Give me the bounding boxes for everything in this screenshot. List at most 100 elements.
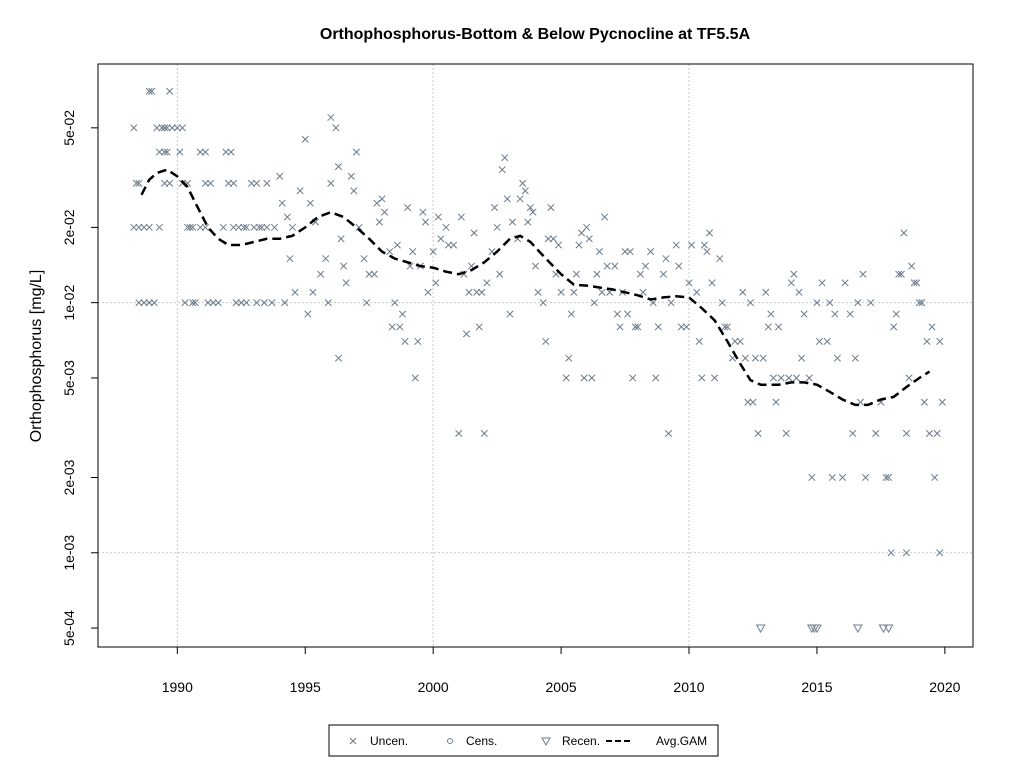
uncensored-point (496, 270, 504, 278)
uncensored-point (145, 87, 153, 95)
uncensored-point (708, 279, 716, 287)
uncensored-point (897, 270, 905, 278)
uncensored-point (324, 299, 332, 307)
uncensored-point (580, 374, 588, 382)
uncensored-point (201, 148, 210, 156)
uncensored-point (196, 148, 204, 156)
x-tick-label: 2015 (801, 679, 832, 695)
uncensored-point (288, 223, 296, 231)
uncensored-point (401, 337, 409, 345)
uncensored-point (380, 208, 389, 216)
uncensored-point (787, 279, 795, 287)
uncensored-point (936, 337, 944, 345)
uncensored-point (334, 163, 343, 171)
uncensored-point (838, 473, 847, 482)
uncensored-point (480, 429, 488, 437)
uncensored-point (347, 172, 355, 180)
uncensored-point (795, 288, 803, 296)
uncensored-point (549, 235, 557, 243)
uncensored-point (462, 330, 470, 338)
uncensored-point (355, 223, 363, 231)
uncensored-point (322, 255, 330, 263)
uncensored-point (148, 87, 156, 95)
uncensored-point (281, 299, 289, 307)
uncensored-point (317, 270, 325, 278)
uncensored-point (503, 195, 511, 203)
uncensored-point (815, 337, 824, 345)
uncensored-point (583, 223, 591, 231)
uncensored-point (519, 179, 527, 187)
uncensored-point (173, 124, 181, 132)
uncensored-point (723, 323, 731, 331)
uncensored-point (521, 187, 529, 195)
uncensored-point (616, 323, 624, 331)
uncensored-point (263, 179, 271, 187)
uncensored-point (826, 299, 834, 307)
uncensored-point (263, 223, 271, 231)
uncensored-point (242, 299, 250, 307)
legend-label: Recen. (562, 734, 600, 748)
chart-title: Orthophosphorus-Bottom & Below Pycnoclin… (320, 26, 751, 43)
uncensored-point (882, 473, 890, 482)
uncensored-point (388, 323, 396, 331)
uncensored-point (132, 179, 140, 187)
uncensored-point (902, 549, 911, 557)
uncensored-point (155, 223, 163, 231)
uncensored-point (258, 223, 266, 231)
uncensored-point (711, 374, 719, 382)
uncensored-point (613, 310, 621, 318)
uncensored-point (396, 323, 404, 331)
uncensored-point (186, 223, 194, 231)
uncensored-point (429, 248, 437, 256)
uncensored-point (183, 223, 192, 231)
uncensored-point (135, 179, 143, 187)
uncensored-point (744, 398, 752, 406)
uncensored-point (437, 235, 445, 243)
uncensored-point (240, 223, 248, 231)
uncensored-point (905, 374, 913, 382)
uncensored-point (406, 262, 414, 270)
uncensored-point (554, 241, 563, 249)
uncensored-point (375, 218, 383, 226)
uncensored-point (163, 148, 171, 156)
uncensored-point (695, 337, 703, 345)
x-tick-label: 2000 (418, 679, 449, 695)
uncensored-point (936, 549, 944, 557)
uncensored-point (360, 255, 368, 263)
uncensored-point (178, 124, 186, 132)
recensored-point (853, 624, 863, 634)
uncensored-point (746, 299, 754, 307)
uncensored-point (759, 354, 767, 362)
uncensored-point (160, 179, 169, 187)
uncensored-point (895, 270, 903, 278)
uncensored-point (309, 288, 317, 296)
uncensored-point (260, 299, 268, 307)
grid (98, 64, 973, 647)
uncensored-point (230, 179, 238, 187)
uncensored-point (145, 223, 153, 231)
uncensored-point (465, 288, 473, 296)
uncensored-point (846, 310, 854, 318)
x-tick-label: 2005 (546, 679, 577, 695)
uncensored-point (867, 299, 875, 307)
uncensored-point (767, 310, 775, 318)
uncensored-point (688, 241, 696, 249)
uncensored-point (798, 354, 806, 362)
y-tick-label: 2e-02 (61, 209, 77, 245)
uncensored-point (647, 248, 655, 256)
x-tick-label: 1995 (290, 679, 321, 695)
uncensored-point (219, 223, 227, 231)
uncensored-point (716, 255, 724, 263)
uncensored-point (800, 310, 808, 318)
uncensored-point (483, 279, 491, 287)
uncensored-point (624, 310, 632, 318)
uncensored-point (370, 270, 378, 278)
uncensored-point (253, 299, 261, 307)
uncensored-point (639, 288, 647, 296)
y-axis-label: Orthophosphorus [mg/L] (28, 270, 45, 443)
uncensored-point (301, 135, 309, 143)
uncensored-point (230, 223, 238, 231)
uncensored-point (365, 270, 373, 278)
uncensored-point (242, 223, 250, 231)
uncensored-point (631, 323, 639, 331)
